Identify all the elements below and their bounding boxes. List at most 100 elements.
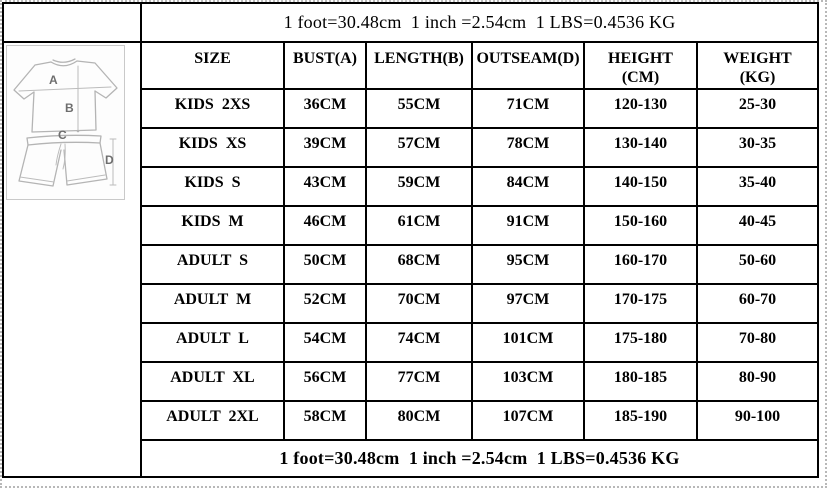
shirt-collar-back: [52, 58, 76, 63]
cell-height: 185-190: [583, 400, 698, 442]
cell-bust: 54CM: [283, 322, 367, 364]
shorts-left-leg: [18, 144, 62, 187]
cell-bust: 56CM: [283, 361, 367, 403]
column-header-unit: (CM): [621, 69, 660, 87]
cell-length: 57CM: [365, 127, 473, 169]
garment-diagram-cell: A B C D: [2, 40, 142, 479]
label-b: B: [65, 101, 74, 115]
label-d: D: [105, 153, 114, 167]
cell-size: KIDS XS: [140, 127, 285, 169]
label-c: C: [58, 128, 67, 142]
cell-height: 130-140: [583, 127, 698, 169]
cell-weight: 90-100: [696, 400, 819, 442]
cell-weight: 25-30: [696, 88, 819, 130]
shirt-right-sleeve: [76, 60, 118, 99]
cell-weight: 80-90: [696, 361, 819, 403]
cell-height: 160-170: [583, 244, 698, 286]
table-row: KIDS XS 39CM 57CM 78CM 130-140 30-35: [3, 127, 819, 169]
cell-outseam: 84CM: [471, 166, 585, 208]
shorts-right-leg: [63, 142, 108, 186]
cell-size: KIDS M: [140, 205, 285, 247]
column-header-outseam: OUTSEAM(D): [471, 40, 585, 91]
column-header-label: WEIGHT: [723, 50, 792, 67]
table-row: KIDS S 43CM 59CM 84CM 140-150 35-40: [3, 166, 819, 208]
table-row: KIDS M 46CM 61CM 91CM 150-160 40-45: [3, 205, 819, 247]
corner-cell: [2, 2, 142, 43]
cell-outseam: 91CM: [471, 205, 585, 247]
table-row: ADULT 2XL 58CM 80CM 107CM 185-190 90-100: [3, 400, 819, 442]
cell-height: 175-180: [583, 322, 698, 364]
cell-length: 59CM: [365, 166, 473, 208]
drawstring-right: [62, 143, 66, 170]
column-header-label: BUST(A): [292, 50, 357, 67]
cell-outseam: 101CM: [471, 322, 585, 364]
cell-length: 61CM: [365, 205, 473, 247]
cell-height: 170-175: [583, 283, 698, 325]
cell-height: 120-130: [583, 88, 698, 130]
cell-bust: 52CM: [283, 283, 367, 325]
cell-outseam: 107CM: [471, 400, 585, 442]
left-hem-line: [19, 176, 55, 183]
cell-length: 68CM: [365, 244, 473, 286]
table-row: ADULT L 54CM 74CM 101CM 175-180 70-80: [3, 322, 819, 364]
cell-length: 55CM: [365, 88, 473, 130]
outseam-measure-line: [109, 138, 117, 186]
cell-bust: 46CM: [283, 205, 367, 247]
garment-sketch: A B C D: [13, 58, 118, 187]
column-header-label: OUTSEAM(D): [476, 50, 580, 67]
cell-bust: 43CM: [283, 166, 367, 208]
cell-size: ADULT S: [140, 244, 285, 286]
cell-outseam: 97CM: [471, 283, 585, 325]
cell-size: KIDS 2XS: [140, 88, 285, 130]
column-header-label: SIZE: [194, 50, 231, 67]
cell-size: ADULT L: [140, 322, 285, 364]
conversion-note-bottom: 1 foot=30.48cm 1 inch =2.54cm 1 LBS=0.45…: [140, 439, 819, 479]
table-row: ADULT M 52CM 70CM 97CM 170-175 60-70: [3, 283, 819, 325]
cell-weight: 50-60: [696, 244, 819, 286]
bust-measure-line: [18, 86, 112, 92]
garment-diagram: A B C D: [6, 45, 125, 200]
cell-size: ADULT XL: [140, 361, 285, 403]
column-header-bust: BUST(A): [283, 40, 367, 91]
column-header-unit: (KG): [739, 69, 776, 87]
cell-length: 70CM: [365, 283, 473, 325]
column-header-weight: WEIGHT (KG): [696, 40, 819, 91]
table-row: ADULT XL 56CM 77CM 103CM 180-185 80-90: [3, 361, 819, 403]
cell-weight: 35-40: [696, 166, 819, 208]
cell-height: 180-185: [583, 361, 698, 403]
cell-height: 150-160: [583, 205, 698, 247]
cell-outseam: 78CM: [471, 127, 585, 169]
cell-bust: 50CM: [283, 244, 367, 286]
table-header-row: A B C D SIZE: [2, 40, 819, 479]
cell-outseam: 95CM: [471, 244, 585, 286]
cell-size: KIDS S: [140, 166, 285, 208]
column-header-size: SIZE: [140, 40, 285, 91]
table-row: 1 foot=30.48cm 1 inch =2.54cm 1 LBS=0.45…: [2, 2, 819, 43]
size-chart-table: 1 foot=30.48cm 1 inch =2.54cm 1 LBS=0.45…: [2, 2, 819, 479]
cell-bust: 39CM: [283, 127, 367, 169]
cell-bust: 58CM: [283, 400, 367, 442]
cell-length: 77CM: [365, 361, 473, 403]
cell-length: 74CM: [365, 322, 473, 364]
shirt-body: [31, 90, 97, 133]
cell-size: ADULT 2XL: [140, 400, 285, 442]
label-a: A: [49, 73, 58, 87]
table-row: ADULT S 50CM 68CM 95CM 160-170 50-60: [3, 244, 819, 286]
cell-height: 140-150: [583, 166, 698, 208]
cell-weight: 30-35: [696, 127, 819, 169]
cell-weight: 70-80: [696, 322, 819, 364]
column-header-length: LENGTH(B): [365, 40, 473, 91]
cell-bust: 36CM: [283, 88, 367, 130]
column-header-height: HEIGHT (CM): [583, 40, 698, 91]
conversion-note-top: 1 foot=30.48cm 1 inch =2.54cm 1 LBS=0.45…: [140, 2, 819, 43]
cell-weight: 60-70: [696, 283, 819, 325]
shirt-collar-front: [50, 60, 78, 67]
shirt-left-sleeve: [13, 61, 52, 100]
table-row: 1 foot=30.48cm 1 inch =2.54cm 1 LBS=0.45…: [3, 439, 819, 479]
drawstring-left: [55, 143, 62, 166]
cell-weight: 40-45: [696, 205, 819, 247]
length-line-end-dot: [76, 129, 80, 133]
table-row: KIDS 2XS 36CM 55CM 71CM 120-130 25-30: [3, 88, 819, 130]
cell-outseam: 103CM: [471, 361, 585, 403]
